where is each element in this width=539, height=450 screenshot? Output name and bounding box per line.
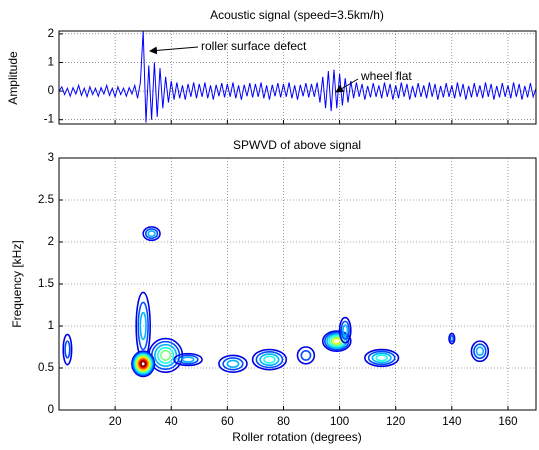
contour-ring bbox=[157, 346, 175, 364]
contour-ring bbox=[371, 352, 392, 364]
plots: -1 0 1 2 20 40 60 80 100 120 140 160 0 0.5 1 1.5 2 2.5 3 bbox=[38, 28, 537, 428]
contour-ring bbox=[340, 320, 350, 340]
y-tick-label: 2 bbox=[48, 236, 54, 248]
contour-ring bbox=[173, 352, 203, 367]
contour-ring bbox=[296, 346, 316, 365]
signal-line bbox=[58, 30, 537, 123]
top-title: Acoustic signal (speed=3.5km/h) bbox=[210, 8, 384, 22]
contour-ring bbox=[218, 354, 248, 373]
annotation-arrow bbox=[149, 46, 199, 55]
contour-ring bbox=[473, 343, 487, 360]
y-tick-label: 2.5 bbox=[38, 194, 54, 206]
contour-ring bbox=[328, 334, 346, 348]
y-tick-label: 0.5 bbox=[38, 362, 54, 374]
contour-ring bbox=[321, 330, 352, 353]
contour-ring bbox=[64, 340, 71, 359]
contour-ring bbox=[300, 349, 312, 361]
axes-frame bbox=[58, 30, 537, 125]
y-tick-label: -1 bbox=[44, 114, 54, 126]
x-tick-label: 100 bbox=[330, 416, 349, 428]
x-tick-label: 20 bbox=[109, 416, 122, 428]
contour-ring bbox=[338, 316, 352, 344]
x-label: Roller rotation (degrees) bbox=[232, 430, 361, 444]
y-tick-label: 0 bbox=[48, 404, 54, 416]
contour-ring bbox=[144, 228, 159, 240]
annotation: wheel flat bbox=[360, 69, 412, 83]
contour-ring bbox=[136, 356, 151, 372]
contour-ring bbox=[137, 301, 149, 351]
contour-ring bbox=[255, 350, 284, 369]
x-tick-label: 140 bbox=[442, 416, 461, 428]
contour-ring bbox=[326, 333, 348, 349]
top-y-label: Amplitude bbox=[6, 51, 20, 105]
contour-ring bbox=[448, 332, 456, 345]
contour-ring bbox=[137, 357, 150, 371]
x-tick-label: 80 bbox=[277, 416, 290, 428]
contour-ring bbox=[139, 311, 147, 341]
bottom-y-label: Frequency [kHz] bbox=[10, 240, 24, 327]
contour-ring bbox=[160, 349, 172, 361]
y-tick-label: 0 bbox=[48, 85, 54, 97]
x-tick-label: 160 bbox=[498, 416, 517, 428]
plot-area bbox=[59, 31, 536, 124]
contour-ring bbox=[147, 230, 156, 238]
contour-ring bbox=[138, 358, 149, 370]
y-tick-label: 2 bbox=[48, 28, 54, 40]
contour-ring bbox=[135, 354, 152, 373]
contour-ring bbox=[222, 357, 244, 371]
contour-ring bbox=[133, 352, 154, 375]
contour-ring bbox=[470, 340, 490, 363]
contour-ring bbox=[62, 333, 73, 366]
contour-ring bbox=[367, 350, 396, 366]
contour-ring bbox=[364, 348, 400, 368]
contour-ring bbox=[140, 360, 147, 367]
x-tick-label: 120 bbox=[386, 416, 405, 428]
axes-frame bbox=[58, 157, 537, 411]
contour-ring bbox=[259, 353, 280, 366]
contour-ring bbox=[132, 351, 155, 377]
contour-ring bbox=[263, 355, 276, 364]
bottom-title: SPWVD of above signal bbox=[233, 138, 361, 152]
contour-ring bbox=[142, 226, 161, 242]
contour-ring bbox=[139, 359, 148, 369]
contour-ring bbox=[375, 354, 388, 362]
contour-ring bbox=[449, 335, 455, 343]
annotation: roller surface defect bbox=[201, 39, 307, 53]
contour-ring bbox=[251, 348, 288, 371]
annotation-arrow bbox=[335, 78, 359, 93]
x-tick-label: 60 bbox=[221, 416, 234, 428]
contour-ring bbox=[342, 324, 349, 337]
contour-ring bbox=[131, 350, 156, 378]
contour-ring bbox=[226, 359, 240, 368]
x-tick-label: 40 bbox=[165, 416, 178, 428]
y-tick-label: 1 bbox=[48, 57, 54, 69]
contour-ring bbox=[134, 353, 153, 374]
contour-ring bbox=[332, 337, 342, 345]
y-tick-label: 3 bbox=[48, 152, 54, 164]
y-tick-label: 1.5 bbox=[38, 278, 54, 290]
y-tick-label: 1 bbox=[48, 320, 54, 332]
contour-ring bbox=[177, 354, 199, 365]
contour-ring bbox=[181, 356, 195, 363]
contour-ring bbox=[475, 346, 485, 357]
